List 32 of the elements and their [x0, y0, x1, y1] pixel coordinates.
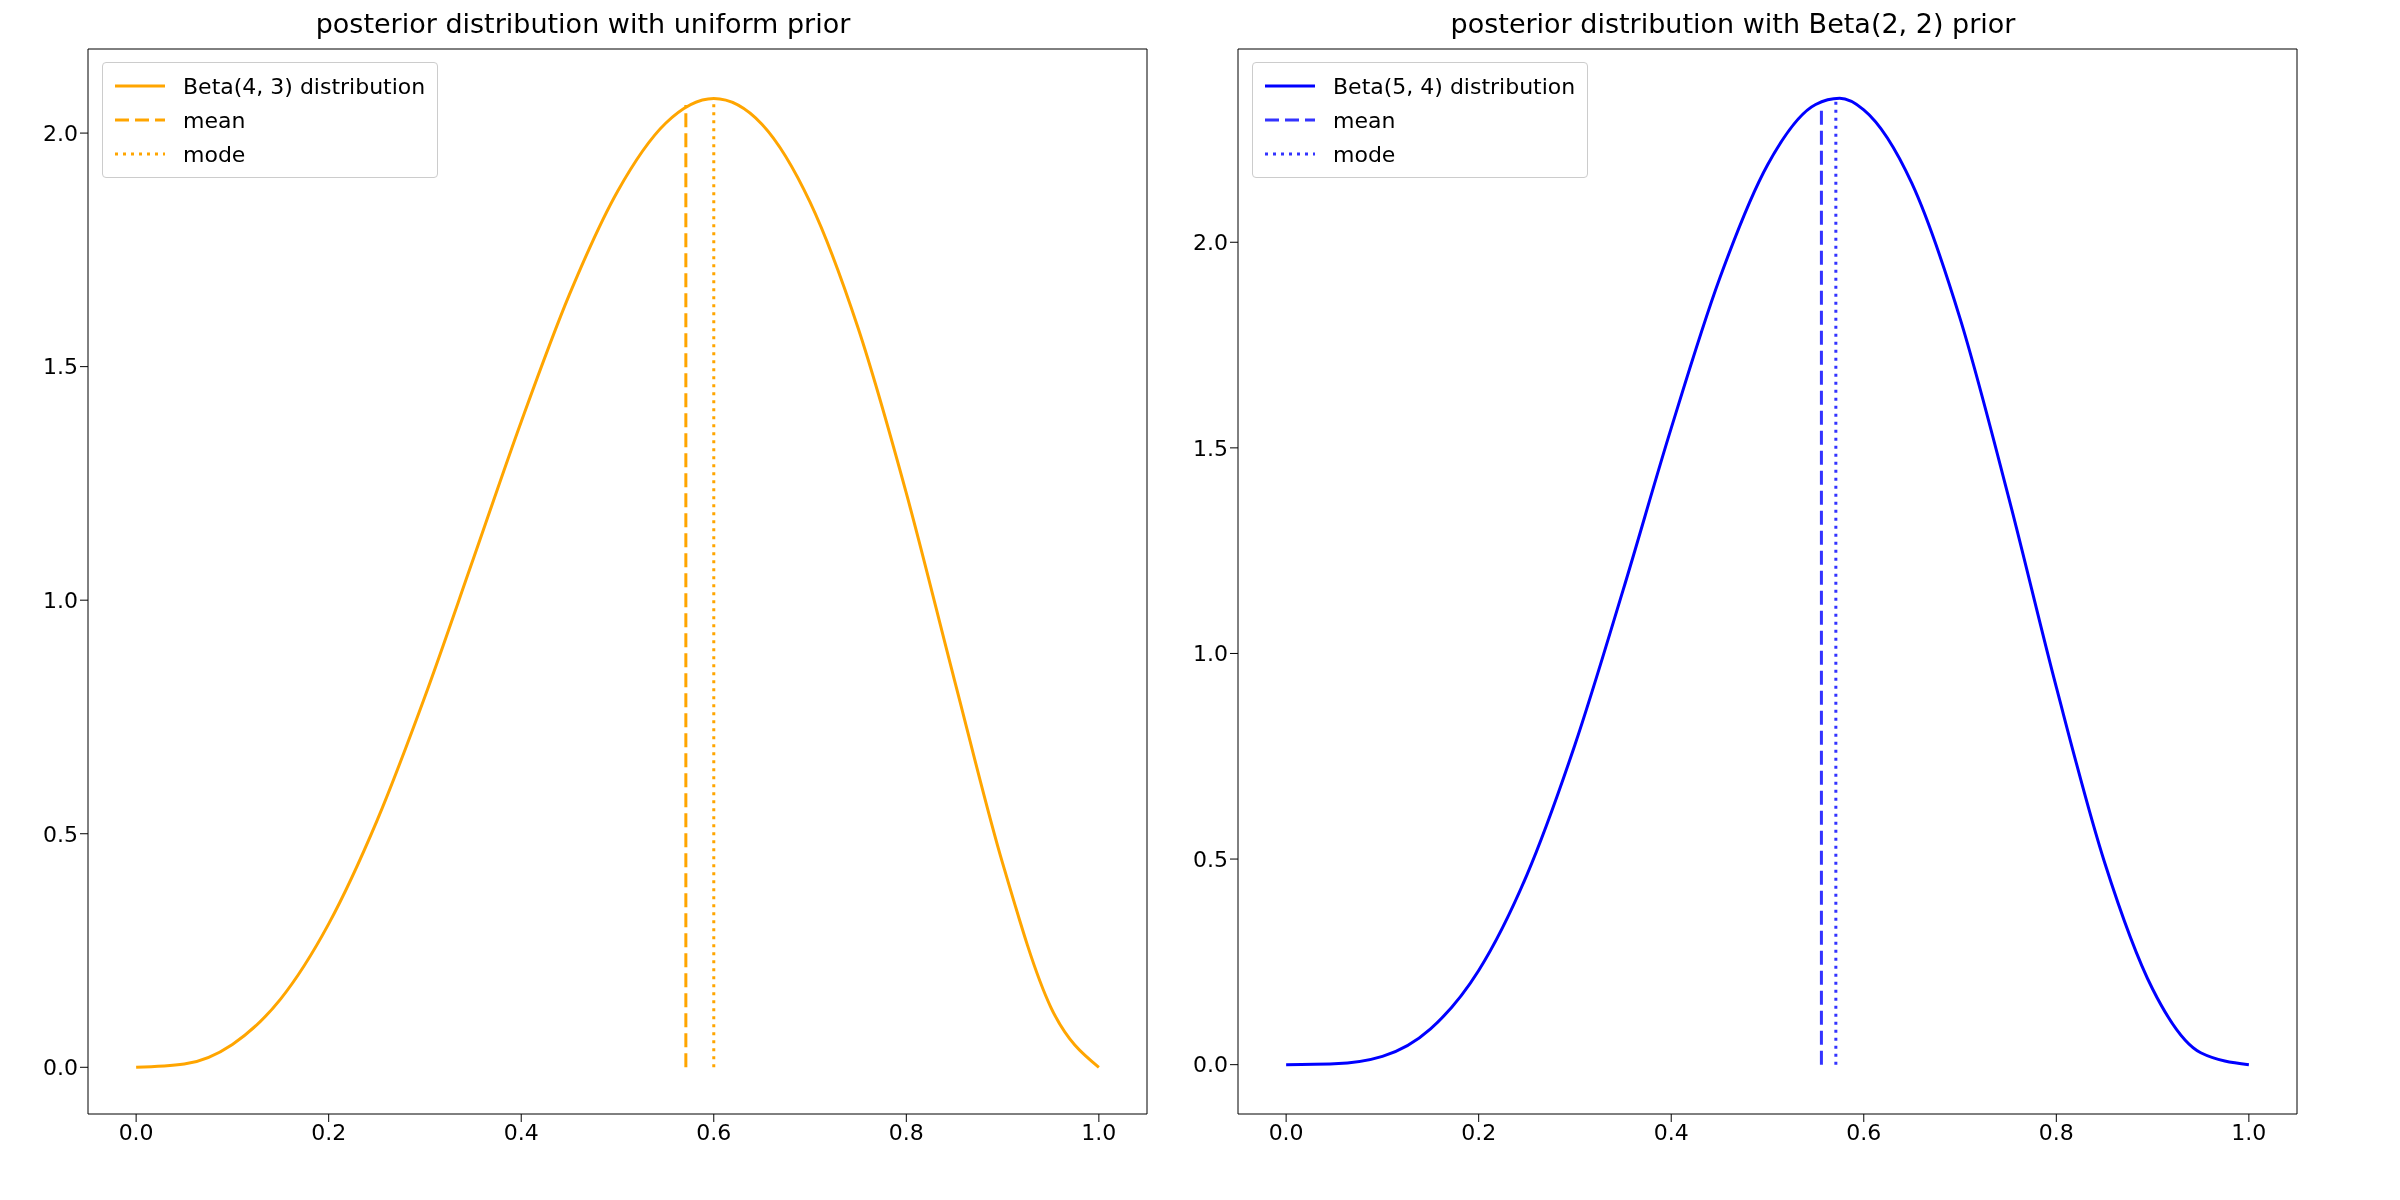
- line-series: [1284, 96, 2251, 1067]
- x-tick-label: 0.4: [1653, 1119, 1689, 1145]
- legend-label: mean: [1333, 107, 1396, 133]
- y-tick-label: 1.5: [43, 354, 78, 380]
- y-tick-label: 0.5: [1193, 846, 1228, 872]
- legend-label: Beta(5, 4) distribution: [1333, 73, 1576, 99]
- line-series: [134, 97, 1101, 1069]
- y-tick-label: 1.0: [43, 587, 78, 613]
- x-tick-label: 0.8: [888, 1119, 924, 1145]
- x-tick-label: 0.2: [1461, 1119, 1497, 1145]
- y-tick-label: 1.0: [1193, 641, 1228, 667]
- x-tick-label: 0.6: [1846, 1119, 1882, 1145]
- x-tick-label: 0.2: [311, 1119, 347, 1145]
- legend-label: Beta(4, 3) distribution: [183, 73, 426, 99]
- y-tick-label: 1.5: [1193, 435, 1228, 461]
- x-tick-label: 0.0: [1268, 1119, 1304, 1145]
- y-tick-label: 0.0: [1193, 1052, 1228, 1078]
- x-tick-label: 0.6: [696, 1119, 732, 1145]
- chart-title: posterior distribution with uniform prior: [315, 8, 851, 39]
- y-tick-label: 0.5: [43, 821, 78, 847]
- x-tick-label: 1.0: [2231, 1119, 2267, 1145]
- x-tick-label: 0.4: [503, 1119, 539, 1145]
- y-tick-label: 0.0: [43, 1055, 78, 1081]
- legend-label: mode: [1333, 141, 1396, 167]
- x-tick-label: 0.0: [118, 1119, 154, 1145]
- y-tick-label: 2.0: [1193, 230, 1228, 256]
- legend-label: mean: [183, 107, 246, 133]
- legend-label: mode: [183, 141, 246, 167]
- y-tick-label: 2.0: [43, 120, 78, 146]
- chart-title: posterior distribution with Beta(2, 2) prior: [1450, 8, 2016, 39]
- x-tick-label: 0.8: [2038, 1119, 2074, 1145]
- x-tick-label: 1.0: [1081, 1119, 1117, 1145]
